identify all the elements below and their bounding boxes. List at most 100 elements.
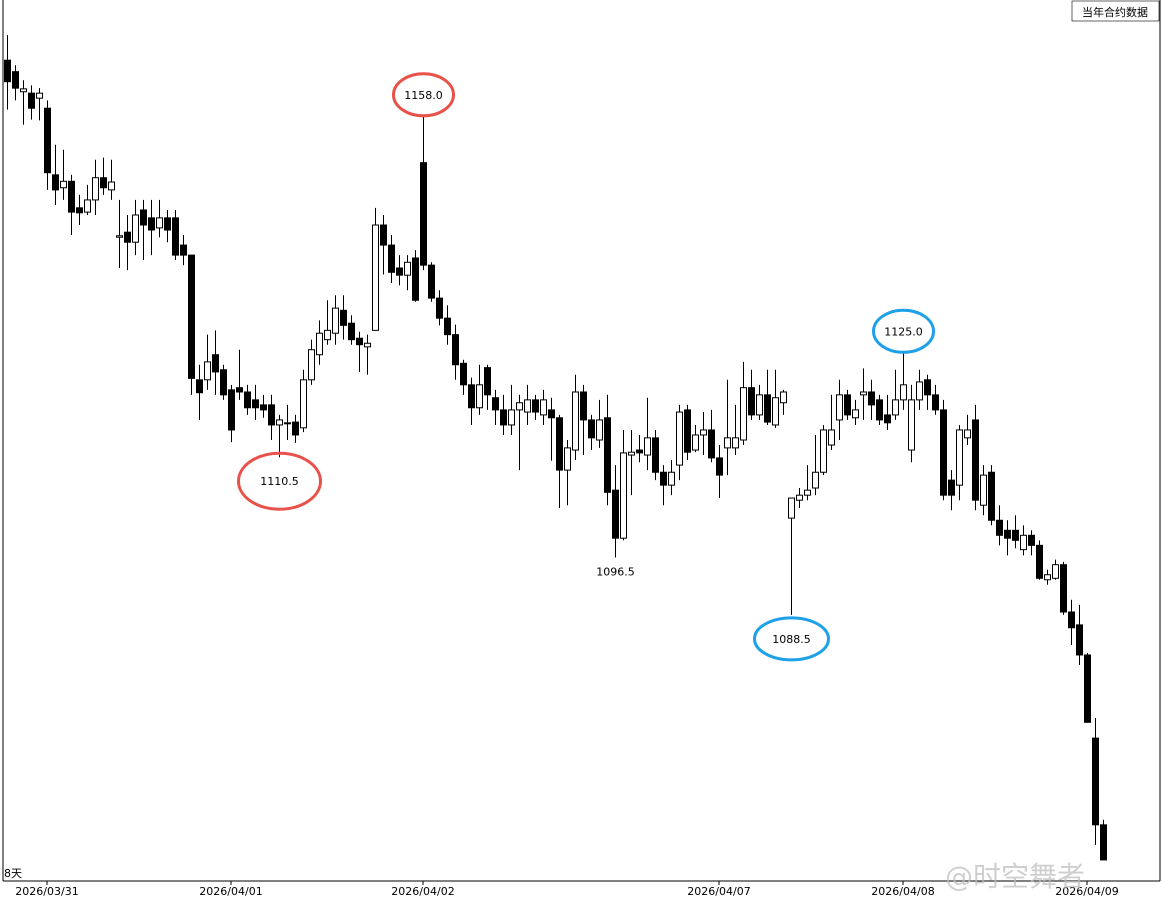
candle-body [724, 437, 731, 449]
candle-body [44, 107, 51, 174]
candle-body [972, 419, 979, 501]
candle-body [276, 419, 283, 426]
candle-body [380, 224, 387, 246]
candle-body [236, 387, 243, 393]
x-tick-label: 2026/04/09 [1055, 885, 1118, 898]
annotation-circle [753, 616, 830, 662]
candle-body [948, 479, 955, 496]
candle-body [916, 381, 923, 401]
annotation-label: 1110.5 [260, 475, 299, 488]
candle-body [100, 177, 107, 189]
candle-body [1068, 611, 1075, 629]
candle-body [20, 88, 27, 93]
candle-body [676, 411, 683, 466]
candle-body [84, 199, 91, 213]
candle-body [132, 214, 139, 243]
candle-body [444, 317, 451, 336]
candle-body [516, 402, 523, 411]
candle-body [644, 437, 651, 456]
candle-body [284, 422, 291, 425]
candle-body [572, 391, 579, 451]
candle-body [740, 387, 747, 441]
candle-body [212, 354, 219, 373]
candle-body [76, 207, 83, 214]
candle-body [124, 231, 131, 243]
candle-body [668, 471, 675, 486]
candle-body [340, 309, 347, 326]
candle-body [68, 180, 75, 213]
period-label: 8天 [4, 867, 22, 880]
candle-body [52, 174, 59, 191]
candle-body [956, 429, 963, 486]
candle-body [884, 414, 891, 424]
candle-body [220, 369, 227, 396]
candle-body [260, 404, 267, 411]
candle-body [700, 429, 707, 436]
candle-body [1092, 737, 1099, 826]
candle-body [116, 235, 123, 238]
candle-body [188, 254, 195, 379]
candle-body [1052, 564, 1059, 579]
candle-body [588, 419, 595, 439]
candle-body [364, 342, 371, 348]
candle-body [596, 419, 603, 441]
annotation-circle [237, 451, 322, 511]
candle-body [540, 399, 547, 416]
candle-body [772, 397, 779, 426]
candle-body [396, 267, 403, 276]
candle-body [164, 217, 171, 231]
candle-body [940, 409, 947, 496]
candle-body [804, 489, 811, 496]
annotation-label: 1158.0 [404, 89, 443, 102]
candle-body [684, 409, 691, 453]
candle-body [204, 361, 211, 381]
candle-body [468, 384, 475, 409]
candle-body [828, 429, 835, 446]
annotation-circle [872, 308, 935, 354]
candle-body [868, 391, 875, 406]
candle-body [820, 429, 827, 473]
candle-body [892, 399, 899, 416]
candle-body [716, 457, 723, 476]
candle-body [836, 394, 843, 421]
candle-body [580, 391, 587, 421]
annotation-circle [392, 72, 455, 118]
candle-body [508, 409, 515, 426]
candle-body [92, 177, 99, 201]
candle-body [1100, 824, 1107, 861]
candle-body [548, 409, 555, 419]
candle-body [4, 59, 11, 83]
contract-label: 当年合约数据 [1082, 5, 1148, 19]
candle-body [556, 417, 563, 471]
candle-body [316, 332, 323, 356]
candle-body [660, 471, 667, 486]
candle-body [628, 451, 635, 456]
candle-body [756, 394, 763, 416]
candle-body [196, 379, 203, 394]
candle-body [1020, 534, 1027, 551]
candle-body [996, 519, 1003, 536]
candle-body [1076, 624, 1083, 656]
candle-body [36, 92, 43, 99]
candle-body [692, 434, 699, 451]
annotation-label: 1125.0 [884, 325, 923, 338]
candle-body [476, 384, 483, 409]
candle-body [652, 437, 659, 473]
candle-body [604, 417, 611, 493]
candle-body [812, 471, 819, 489]
candle-body [28, 92, 35, 109]
candle-body [852, 409, 859, 419]
candle-body [292, 421, 299, 436]
x-tick-label: 2026/04/01 [199, 885, 262, 898]
candle-body [980, 474, 987, 506]
candle-body [932, 394, 939, 411]
candle-body [1028, 534, 1035, 546]
candle-body [228, 389, 235, 431]
candle-body [60, 180, 67, 189]
candle-body [244, 391, 251, 409]
candle-body [300, 379, 307, 429]
watermark: @时空舞者 [945, 860, 1085, 893]
candle-body [876, 399, 883, 421]
candle-body [172, 217, 179, 256]
